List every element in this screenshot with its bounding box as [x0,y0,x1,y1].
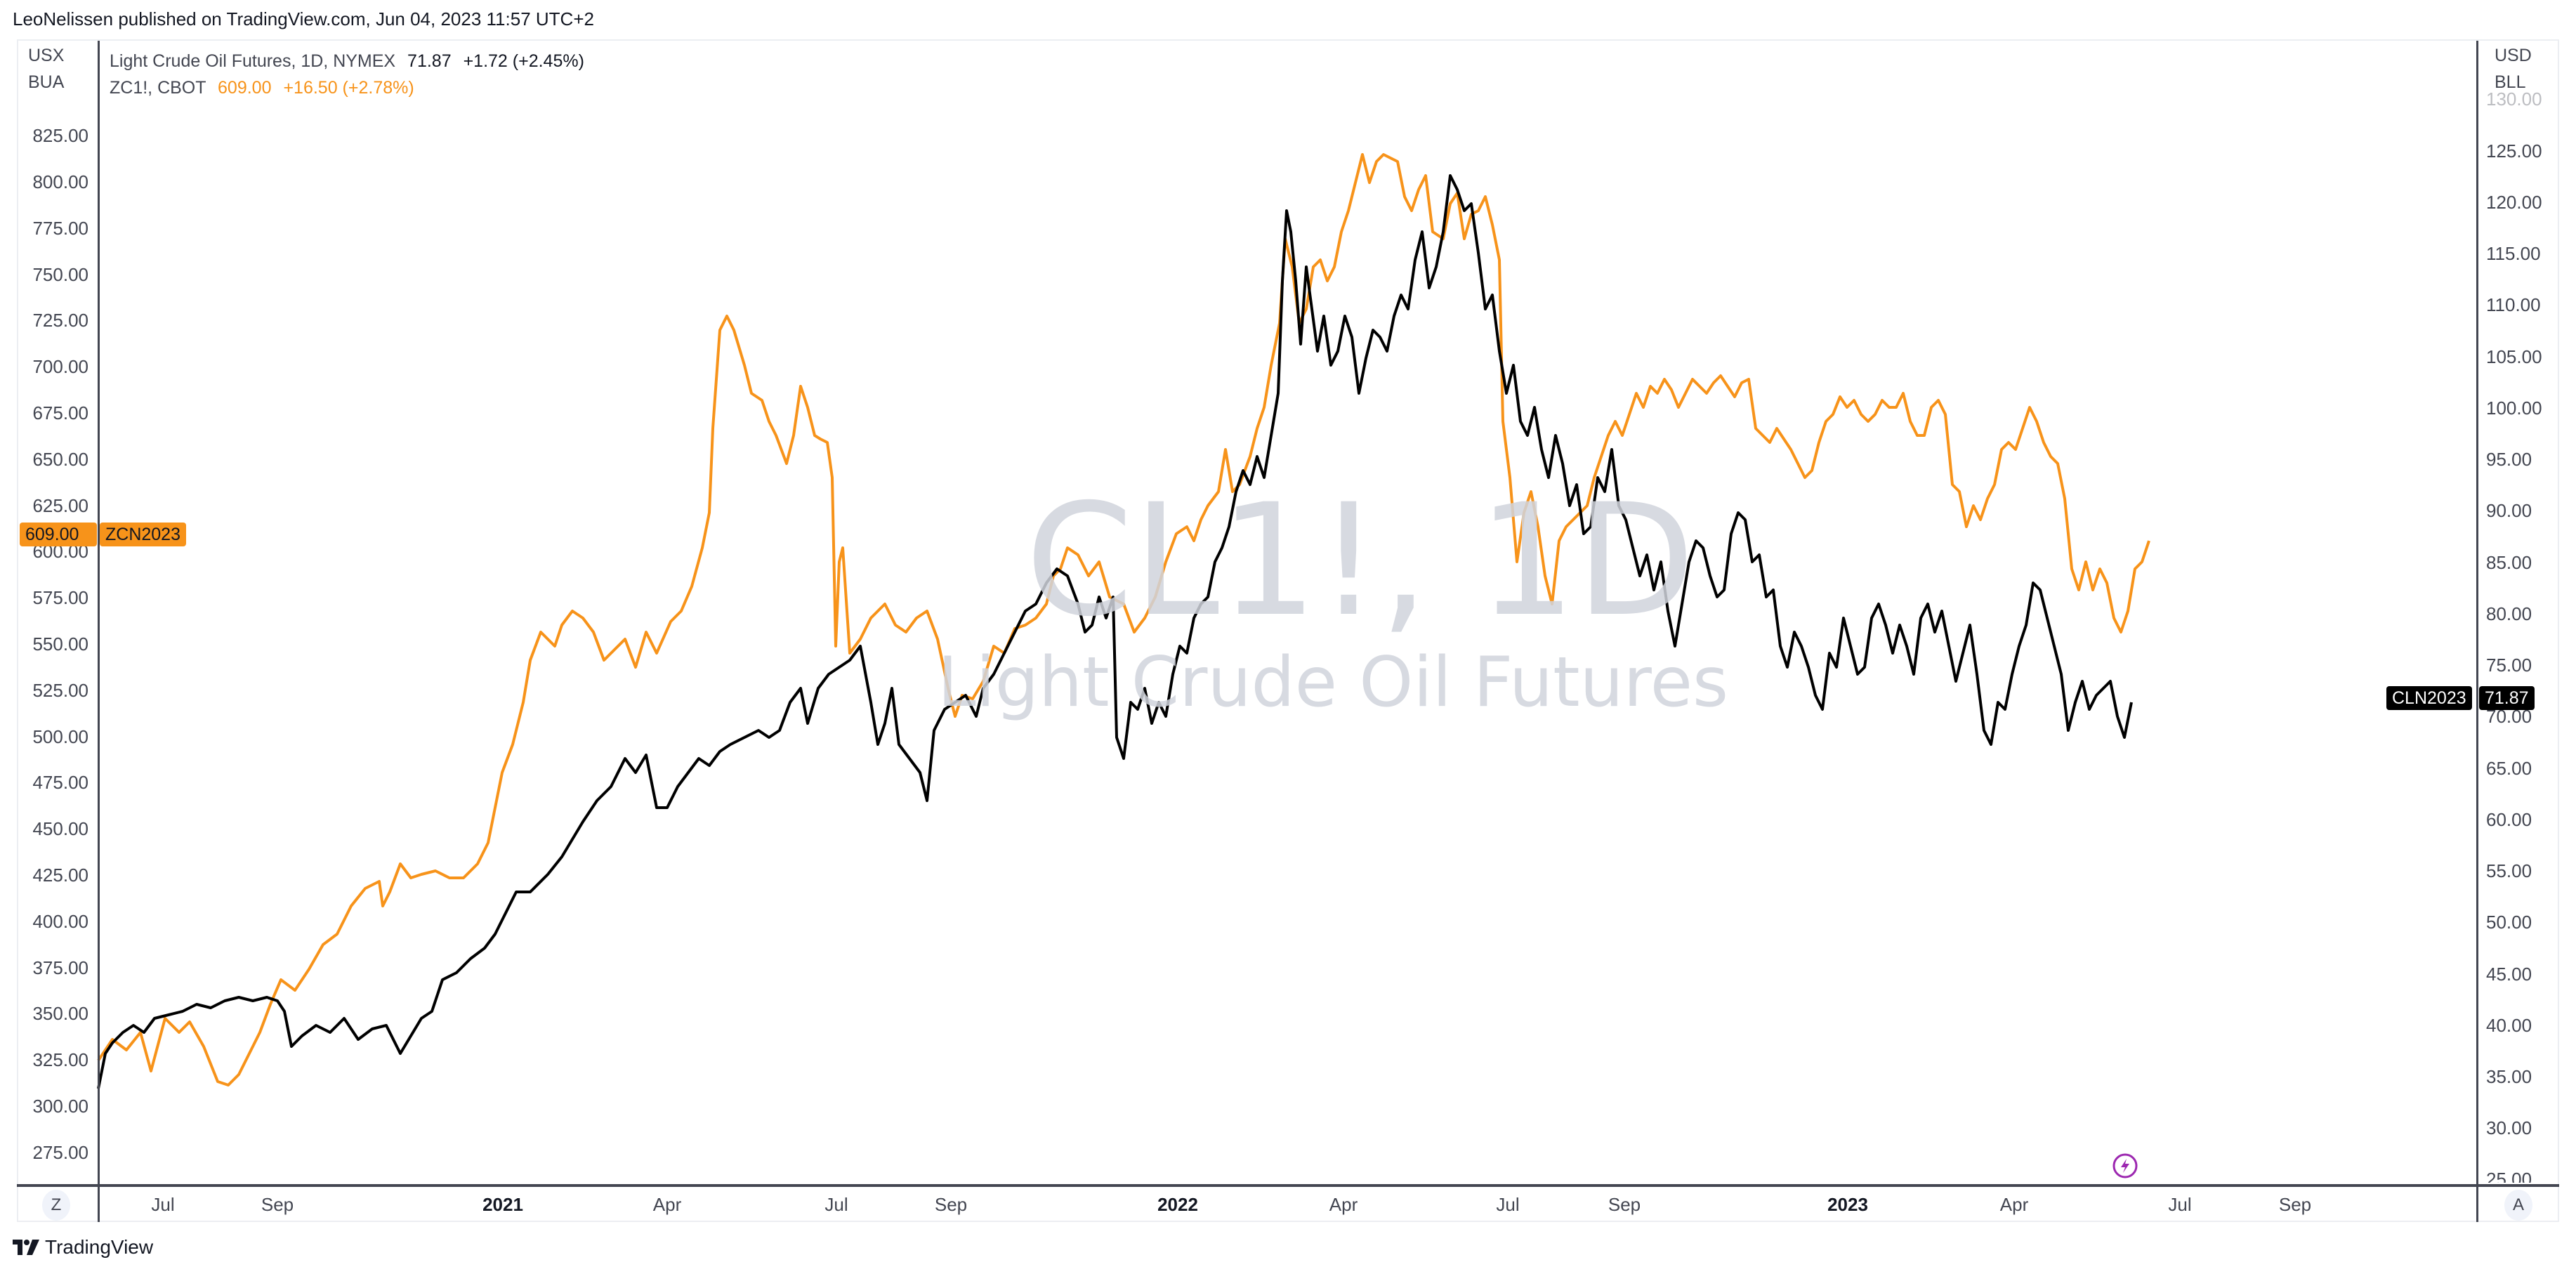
time-tick: Sep [2278,1194,2312,1215]
right-tick: 75.00 [2486,655,2532,676]
right-tick: 115.00 [2486,243,2541,264]
left-tick: 625.00 [32,495,88,516]
left-tick: 350.00 [32,1003,88,1024]
tradingview-footer[interactable]: TradingView [13,1236,153,1259]
legend-overlay-series[interactable]: ZC1!, CBOT 609.00 +16.50 (+2.78%) [110,74,584,101]
right-tick: 45.00 [2486,964,2532,985]
tradingview-brand: TradingView [45,1236,154,1258]
watermark-description: Light Crude Oil Futures [938,643,1729,723]
time-tick: Jul [151,1194,175,1215]
right-unit-currency: USD [2495,46,2532,65]
time-tick: Apr [1329,1194,1358,1215]
left-tick: 650.00 [32,449,88,470]
oil-price-tag: 71.87 [2479,686,2535,710]
lightning-icon[interactable] [2112,1152,2138,1179]
time-tick: Apr [652,1194,682,1215]
right-axis-units: USD BLL [2495,42,2532,96]
left-tick: 475.00 [32,772,88,793]
right-tick: 55.00 [2486,860,2532,881]
time-tick: Jul [1496,1194,1520,1215]
right-tick: 105.00 [2486,346,2542,367]
left-tick: 325.00 [32,1049,88,1070]
time-tick: Jul [2168,1194,2192,1215]
right-tick: 50.00 [2486,912,2532,933]
right-tick: 90.00 [2486,500,2532,521]
corn-symbol-tag: ZCN2023 [100,523,186,546]
left-tick: 375.00 [32,957,88,978]
left-tick: 400.00 [32,911,88,932]
legend-overlay-change: +16.50 (+2.78%) [283,78,414,98]
right-tick: 85.00 [2486,552,2532,573]
time-tick: Apr [1999,1194,2029,1215]
time-tick: Sep [934,1194,968,1215]
oil-series-line [97,174,2133,1089]
right-tick: 110.00 [2486,294,2541,315]
legend-main-change: +1.72 (+2.45%) [463,51,584,71]
log-scale-button[interactable]: Z [42,1190,70,1221]
right-tick: 60.00 [2486,809,2532,830]
right-tick: 120.00 [2486,192,2542,213]
tradingview-logo-icon [13,1240,39,1255]
right-tick: 25.00 [2486,1169,2532,1183]
right-tick: 130.00 [2486,88,2542,110]
right-tick: 125.00 [2486,140,2542,162]
left-tick: 525.00 [32,680,88,701]
right-tick: 100.00 [2486,398,2542,419]
left-tick: 575.00 [32,587,88,608]
right-tick: 65.00 [2486,758,2532,779]
time-tick-year: 2021 [482,1194,523,1215]
time-tick: Sep [1608,1194,1641,1215]
left-axis-border [98,41,100,1222]
right-tick: 80.00 [2486,603,2532,624]
corn-price-tag: 609.00 [20,523,97,546]
left-unit-currency: USX [28,46,65,65]
left-tick: 675.00 [32,402,88,423]
corn-series-line [97,153,2150,1086]
left-tick: 300.00 [32,1096,88,1117]
time-tick-year: 2023 [1827,1194,1868,1215]
legend-main-name: Light Crude Oil Futures, 1D, NYMEX [110,51,396,71]
legend-main-last: 71.87 [407,51,452,71]
chart-frame [17,39,2559,1222]
left-tick: 450.00 [32,818,88,839]
time-tick-year: 2022 [1157,1194,1198,1215]
right-tick: 35.00 [2486,1066,2532,1087]
left-axis-units: USX BUA [28,42,64,96]
time-axis-border [17,1184,2559,1187]
left-tick: 700.00 [32,356,88,377]
legend: Light Crude Oil Futures, 1D, NYMEX 71.87… [110,48,584,101]
left-tick: 425.00 [32,865,88,886]
right-tick: 30.00 [2486,1117,2532,1138]
left-tick: 775.00 [32,218,88,239]
auto-scale-button[interactable]: A [2504,1190,2532,1221]
right-tick: 40.00 [2486,1015,2532,1036]
left-tick: 725.00 [32,310,88,331]
left-tick: 825.00 [32,125,88,146]
oil-symbol-tag: CLN2023 [2386,686,2472,710]
left-tick: 550.00 [32,633,88,655]
right-axis-border [2476,41,2478,1222]
time-tick: Jul [824,1194,848,1215]
legend-main-series[interactable]: Light Crude Oil Futures, 1D, NYMEX 71.87… [110,48,584,74]
left-unit-measure: BUA [28,72,65,92]
published-info: LeoNelissen published on TradingView.com… [13,8,594,29]
legend-overlay-name: ZC1!, CBOT [110,78,206,98]
time-tick: Sep [261,1194,294,1215]
legend-overlay-last: 609.00 [218,78,272,98]
watermark-symbol: CL1!, 1D [1025,471,1695,650]
left-tick: 750.00 [32,264,88,285]
left-tick: 500.00 [32,726,88,747]
right-tick: 95.00 [2486,449,2532,470]
left-tick: 800.00 [32,171,88,192]
right-unit-measure: BLL [2495,72,2526,92]
left-tick: 275.00 [32,1142,88,1163]
